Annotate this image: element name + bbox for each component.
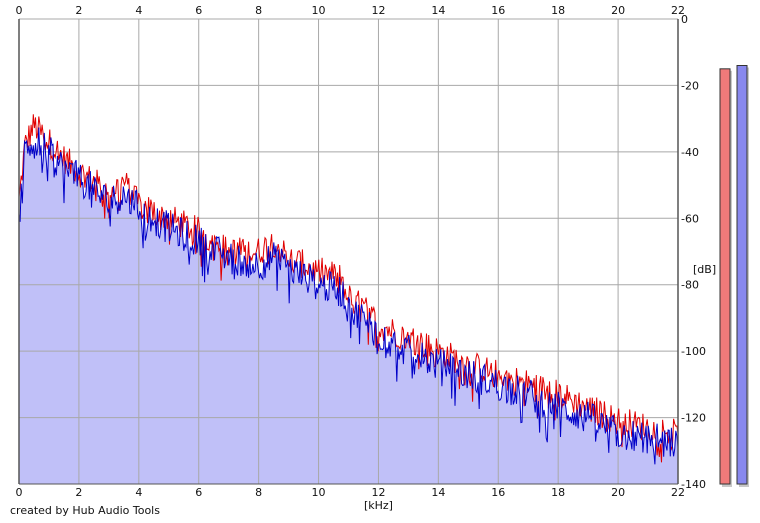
x-tick-label: 4 — [135, 486, 142, 499]
x-tick-label-top: 10 — [312, 4, 326, 17]
x-tick-label-top: 0 — [16, 4, 23, 17]
x-tick-label: 12 — [371, 486, 385, 499]
x-axis-label: [kHz] — [364, 499, 393, 512]
y-tick-label: -80 — [681, 279, 699, 292]
x-tick-label: 18 — [551, 486, 565, 499]
x-tick-label: 16 — [491, 486, 505, 499]
x-tick-label: 6 — [195, 486, 202, 499]
y-axis-label: [dB] — [693, 263, 716, 276]
x-tick-label-top: 14 — [431, 4, 445, 17]
level-meter-bar — [719, 68, 731, 485]
x-tick-label: 14 — [431, 486, 445, 499]
y-tick-label: -40 — [681, 146, 699, 159]
x-tick-label-top: 16 — [491, 4, 505, 17]
x-tick-label-top: 18 — [551, 4, 565, 17]
x-tick-label-top: 22 — [671, 4, 685, 17]
x-tick-label: 0 — [16, 486, 23, 499]
x-tick-label-top: 6 — [195, 4, 202, 17]
x-tick-label-top: 20 — [611, 4, 625, 17]
x-tick-label-top: 8 — [255, 4, 262, 17]
x-tick-label: 8 — [255, 486, 262, 499]
credit-text: created by Hub Audio Tools — [10, 504, 160, 517]
y-tick-label: -120 — [681, 412, 706, 425]
series-line-blue — [18, 127, 679, 465]
x-tick-label-top: 4 — [135, 4, 142, 17]
y-tick-label: 0 — [681, 13, 688, 26]
y-tick-label: -60 — [681, 212, 699, 225]
y-tick-label: -100 — [681, 345, 706, 358]
x-tick-label: 10 — [312, 486, 326, 499]
y-tick-label: -20 — [681, 79, 699, 92]
x-tick-label-top: 2 — [75, 4, 82, 17]
x-tick-label: 20 — [611, 486, 625, 499]
y-tick-label: -140 — [681, 478, 706, 491]
x-tick-label-top: 12 — [371, 4, 385, 17]
x-tick-label: 22 — [671, 486, 685, 499]
level-meter-bar — [736, 65, 748, 485]
x-tick-label: 2 — [75, 486, 82, 499]
